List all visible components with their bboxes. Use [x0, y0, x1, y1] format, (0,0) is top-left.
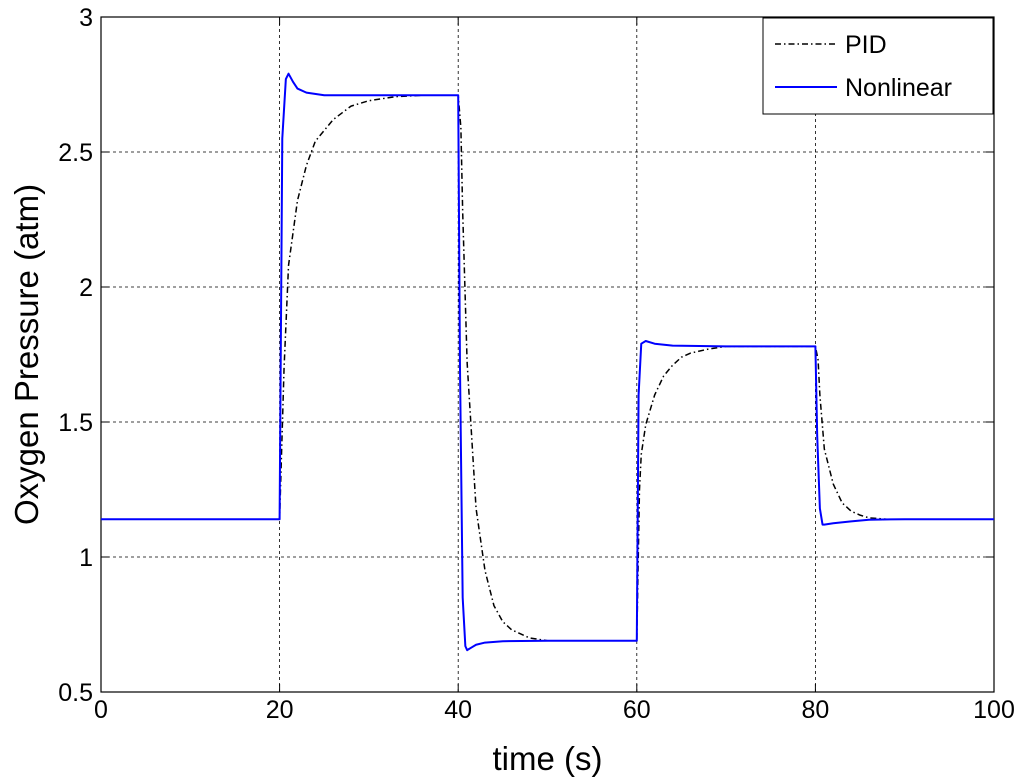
y-axis-label: Oxygen Pressure (atm)	[8, 184, 45, 525]
x-axis-label: time (s)	[493, 740, 603, 777]
x-tick-label: 60	[623, 696, 651, 724]
y-tick-label: 1	[79, 544, 93, 572]
y-tick-label: 1.5	[58, 409, 93, 437]
x-tick-label: 100	[973, 696, 1015, 724]
axis-ticks: 0 20 40 60 80 100 0.5 1 1.5 2 2.5 3	[58, 4, 1015, 724]
series-line-nonlinear	[101, 72, 994, 652]
legend-label-nonlinear: Nonlinear	[845, 74, 952, 102]
legend-label-pid: PID	[845, 31, 887, 59]
plot-area-frame	[100, 16, 995, 693]
x-tick-label: 20	[266, 696, 294, 724]
series-layer	[101, 72, 994, 652]
x-tick-label: 0	[94, 696, 108, 724]
y-tick-label: 0.5	[58, 679, 93, 707]
y-tick-label: 2.5	[58, 139, 93, 167]
x-tick-label: 40	[444, 696, 472, 724]
legend-box	[762, 17, 994, 115]
y-tick-label: 3	[79, 4, 93, 32]
x-tick-label: 80	[801, 696, 829, 724]
y-tick-label: 2	[79, 274, 93, 302]
legend: PID Nonlinear	[762, 17, 994, 115]
